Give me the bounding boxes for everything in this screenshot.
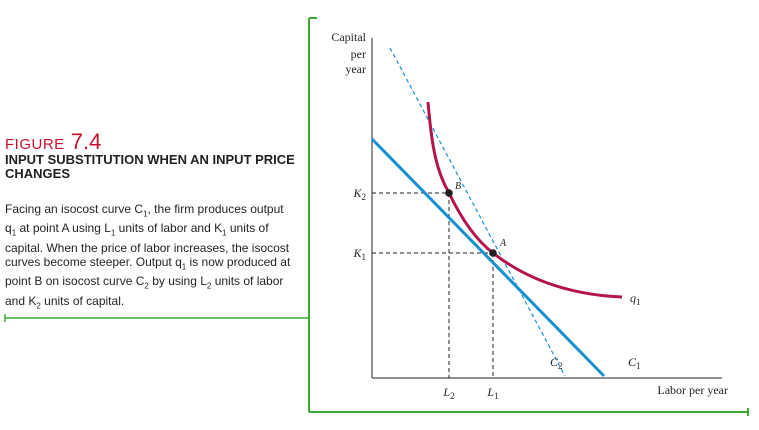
figure-label: Figure 7.4: [5, 131, 101, 156]
y-tick-k2-letter: K: [352, 186, 362, 200]
caption-text: units of labor and K: [115, 221, 223, 236]
caption-text: units of capital.: [40, 293, 125, 308]
caption-text: by using L: [148, 274, 207, 289]
isocost-c1-line: [370, 137, 606, 378]
point-a-label: A: [499, 238, 507, 249]
curve-label-q1-sub: 1: [636, 297, 641, 307]
x-tick-l2: L2: [442, 385, 454, 401]
y-axis-label-line-2: per: [351, 47, 366, 61]
y-tick-k1-letter: K: [352, 246, 362, 260]
caption-subscript: 2: [206, 281, 212, 291]
figure-title: Input Substitution When an Input Price C…: [5, 152, 295, 181]
y-tick-k2-sub: 2: [362, 192, 367, 202]
caption-text: is now produced at point B on isocost cu…: [5, 254, 291, 289]
curve-label-c2: C2: [550, 355, 563, 371]
x-tick-l1-sub: 1: [494, 391, 499, 401]
figure-label-word: Figure: [5, 136, 65, 153]
caption-subscript: 1: [181, 262, 187, 272]
x-tick-l2-letter: L: [442, 385, 450, 399]
y-tick-k2: K2: [352, 186, 366, 202]
caption-text: at point A using L: [16, 221, 111, 236]
y-axis-label-line-1: Capital: [331, 30, 366, 44]
caption-text: Facing an isocost curve C: [5, 202, 144, 216]
caption-subscript: 1: [11, 228, 17, 238]
point-b-marker: [445, 189, 453, 197]
curve-label-c2-sub: 2: [558, 361, 563, 371]
curve-label-q1: q1: [630, 291, 641, 307]
y-axis-label-line-3: year: [345, 62, 366, 76]
caption-text: units of labor and K: [5, 274, 284, 308]
y-tick-k1-sub: 1: [362, 252, 367, 262]
caption-subscript: 1: [143, 209, 148, 219]
x-tick-l2-sub: 2: [450, 391, 455, 401]
y-tick-k1: K1: [352, 246, 366, 262]
caption-subscript: 2: [36, 300, 41, 310]
caption-subscript: 1: [222, 228, 227, 238]
curve-label-c1-letter: C: [628, 355, 637, 369]
x-tick-l1-letter: L: [486, 385, 494, 399]
caption-subscript: 1: [110, 228, 116, 238]
curve-label-c1: C1: [628, 355, 641, 371]
caption-text: units of capital. When the price of labo…: [5, 221, 290, 269]
caption-subscript: 2: [144, 281, 149, 291]
point-b-label: B: [455, 181, 461, 192]
curve-label-c1-sub: 1: [636, 361, 641, 371]
figure-label-number: 7.4: [70, 129, 102, 154]
isocost-c2-line: [389, 47, 566, 377]
x-tick-l1: L1: [486, 385, 498, 401]
point-a-marker: [489, 249, 497, 257]
figure-caption: Facing an isocost curve C1, the firm pro…: [5, 202, 297, 313]
caption-text: , the firm produces output q: [5, 202, 284, 236]
curve-label-c2-letter: C: [550, 355, 559, 369]
x-axis-label: Labor per year: [657, 383, 728, 397]
guide-lines: [372, 192, 494, 378]
isoquant-q1-curve: [426, 101, 623, 299]
curve-label-q1-letter: q: [630, 291, 636, 305]
